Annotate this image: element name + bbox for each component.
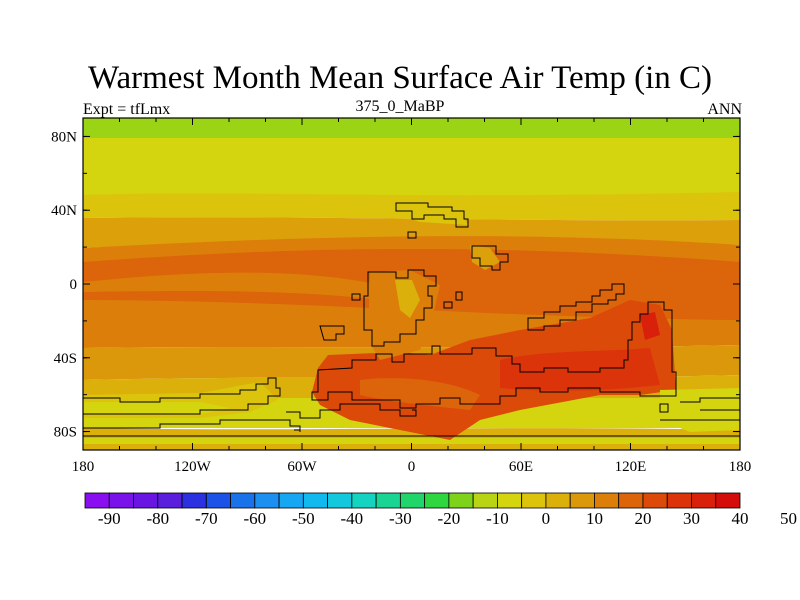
time-label: 375_0_MaBP: [355, 98, 445, 115]
coastline-gondwana: [311, 301, 677, 409]
colorbar-swatch: [157, 492, 183, 509]
coastline-arm-east: [527, 283, 625, 331]
colorbar-swatch: [448, 492, 474, 509]
experiment-label: Expt = tfLmx: [83, 101, 171, 118]
y-tick-label: 80N: [51, 129, 77, 145]
colorbar-swatch: [327, 492, 353, 509]
x-tick-label: 120W: [174, 459, 212, 475]
coastline-south-east: [659, 397, 740, 420]
gondwana-core: [500, 348, 660, 391]
colorbar-swatch: [84, 492, 110, 509]
laurussia-warm: [368, 270, 440, 360]
coastline-south-strip: [286, 403, 417, 419]
temperature-field: [83, 118, 740, 450]
y-tick-label: 0: [70, 277, 78, 293]
colorbar-swatch: [472, 492, 498, 509]
colorbar-swatch: [230, 492, 256, 509]
colorbar-label: 30: [683, 509, 700, 528]
colorbar-swatch: [181, 492, 207, 509]
x-tick-label: 60E: [509, 459, 533, 475]
colorbar-label: 40: [732, 509, 749, 528]
coastline-laurussia: [363, 269, 437, 347]
band-arctic: [83, 118, 740, 140]
colorbar-label: -80: [146, 509, 169, 528]
colorbar-swatch: [351, 492, 377, 509]
x-tick-label: 60W: [287, 459, 317, 475]
colorbar-swatch: [424, 492, 450, 509]
colorbar-swatch: [205, 492, 231, 509]
northeast-island: [470, 245, 500, 270]
colorbar-label: -90: [98, 509, 121, 528]
colorbar-swatch: [375, 492, 401, 509]
colorbar-label: 50: [780, 509, 797, 528]
colorbar-swatch: [399, 492, 426, 509]
south-west-inner: [83, 402, 230, 414]
gondwana-inner: [360, 378, 480, 410]
colorbar-swatch: [569, 492, 595, 509]
colorbar-swatch: [545, 492, 571, 509]
colorbar-swatch: [133, 492, 159, 509]
colorbar-swatch: [302, 492, 328, 509]
colorbar-swatch: [497, 492, 523, 509]
colorbar-swatch: [521, 492, 547, 509]
season-label: ANN: [707, 101, 742, 118]
map-title: Warmest Month Mean Surface Air Temp (in …: [87, 60, 713, 96]
coastlines: [83, 202, 740, 437]
x-tick-label: 180: [72, 459, 95, 475]
colorbar-label: -20: [438, 509, 461, 528]
gondwana-hot: [312, 300, 676, 440]
colorbar-label: -30: [389, 509, 412, 528]
coastline-west-arc: [83, 377, 281, 415]
colorbar-label: -40: [341, 509, 364, 528]
band-tropics-cool: [83, 272, 380, 300]
colorbar-label: -10: [486, 509, 509, 528]
southern-spot: [640, 312, 660, 340]
band-north-high: [83, 138, 740, 198]
colorbar-swatch: [715, 492, 741, 509]
colorbar-swatch: [254, 492, 280, 509]
laurussia-mild: [395, 280, 420, 318]
colorbar-swatch: [642, 492, 668, 509]
colorbar-swatch: [618, 492, 644, 509]
x-tick-label: 180: [729, 459, 752, 475]
x-tick-label: 0: [408, 459, 416, 475]
colorbar: -90 -80 -70 -60 -50 -40 -30 -20 -10 0 10 20 30 40 50: [84, 492, 797, 528]
colorbar-label: -50: [292, 509, 315, 528]
coastline-northeast-islands: [471, 245, 509, 271]
axis-ticks: 180 120W 60W 0 60E 120E 180 80N 40N 0 40S 80S: [51, 118, 751, 475]
y-tick-label: 80S: [54, 425, 77, 441]
colorbar-label: 0: [542, 509, 551, 528]
coastline-north-block: [395, 202, 469, 228]
colorbar-label: -70: [195, 509, 218, 528]
band-north-mid: [83, 192, 740, 221]
coastline-far-south: [83, 419, 740, 437]
y-tick-label: 40S: [54, 351, 77, 367]
colorbar-label: -60: [243, 509, 266, 528]
colorbar-swatch: [666, 492, 692, 509]
colorbar-swatch: [108, 492, 134, 509]
colorbar-swatch: [594, 492, 620, 509]
y-tick-label: 40N: [51, 203, 77, 219]
colorbar-swatch: [691, 492, 717, 509]
band-south-dip: [83, 428, 740, 440]
coastline-small-west: [319, 231, 463, 341]
x-tick-label: 120E: [615, 459, 647, 475]
colorbar-label: 10: [586, 509, 603, 528]
colorbar-swatch: [278, 492, 304, 509]
colorbar-label: 20: [634, 509, 651, 528]
